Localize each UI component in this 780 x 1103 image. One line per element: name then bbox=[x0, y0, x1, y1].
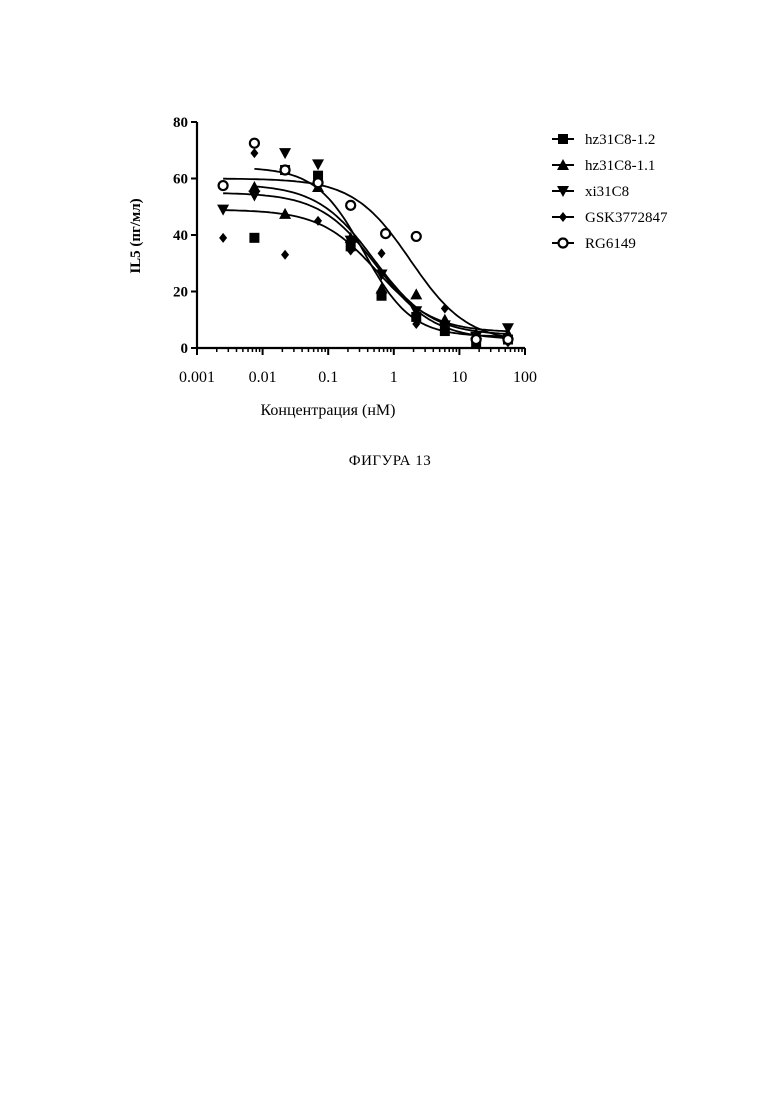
x-tick-label: 100 bbox=[513, 369, 537, 386]
figure-caption: ФИГУРА 13 bbox=[0, 453, 780, 470]
diamond-marker bbox=[250, 148, 258, 158]
open-circle-marker bbox=[472, 335, 481, 344]
chart: 0204060800.0010.010.1110100 hz31C8-1.2hz… bbox=[0, 0, 780, 1103]
x-tick-label: 0.1 bbox=[318, 369, 338, 386]
fit-curve bbox=[223, 210, 508, 331]
open-circle-marker bbox=[559, 239, 568, 248]
x-tick-label: 10 bbox=[451, 369, 467, 386]
diamond-marker bbox=[378, 248, 386, 258]
legend-label: hz31C8-1.2 bbox=[585, 132, 655, 148]
diamond-marker bbox=[281, 250, 289, 260]
open-circle-marker bbox=[503, 335, 512, 344]
open-circle-marker bbox=[219, 181, 228, 190]
open-circle-marker bbox=[250, 139, 259, 148]
open-circle-marker bbox=[346, 201, 355, 210]
triangle-down-marker bbox=[279, 148, 291, 159]
y-tick-label: 40 bbox=[173, 228, 188, 244]
triangle-down-marker bbox=[312, 159, 324, 170]
fit-curve bbox=[254, 186, 508, 334]
triangle-down-marker bbox=[248, 190, 260, 201]
y-axis-label: IL5 (пг/мл) bbox=[128, 198, 144, 273]
legend-label: xi31C8 bbox=[585, 184, 629, 200]
legend-label: hz31C8-1.1 bbox=[585, 158, 655, 174]
open-circle-marker bbox=[281, 166, 290, 175]
legend-label: RG6149 bbox=[585, 236, 636, 252]
diamond-marker bbox=[441, 303, 449, 313]
x-axis-label: Концентрация (нМ) bbox=[261, 402, 396, 419]
open-circle-marker bbox=[381, 229, 390, 238]
y-tick-label: 20 bbox=[173, 285, 188, 301]
y-tick-label: 0 bbox=[181, 341, 189, 357]
square-marker bbox=[558, 134, 568, 144]
diamond-marker bbox=[559, 212, 567, 222]
legend-label: GSK3772847 bbox=[585, 210, 668, 226]
open-circle-marker bbox=[314, 178, 323, 187]
fit-curve bbox=[223, 193, 508, 338]
x-tick-label: 0.01 bbox=[249, 369, 277, 386]
x-tick-label: 0.001 bbox=[179, 369, 215, 386]
diamond-marker bbox=[219, 233, 227, 243]
y-tick-label: 60 bbox=[173, 172, 188, 188]
x-tick-label: 1 bbox=[390, 369, 398, 386]
triangle-up-marker bbox=[410, 288, 422, 299]
triangle-down-marker bbox=[502, 323, 514, 334]
y-tick-label: 80 bbox=[173, 115, 188, 131]
square-marker bbox=[249, 233, 259, 243]
open-circle-marker bbox=[412, 232, 421, 241]
legend: hz31C8-1.2 hz31C8-1.1 xi31C8 GSK3772847 RG61… bbox=[552, 132, 668, 252]
fit-curves bbox=[223, 169, 508, 338]
